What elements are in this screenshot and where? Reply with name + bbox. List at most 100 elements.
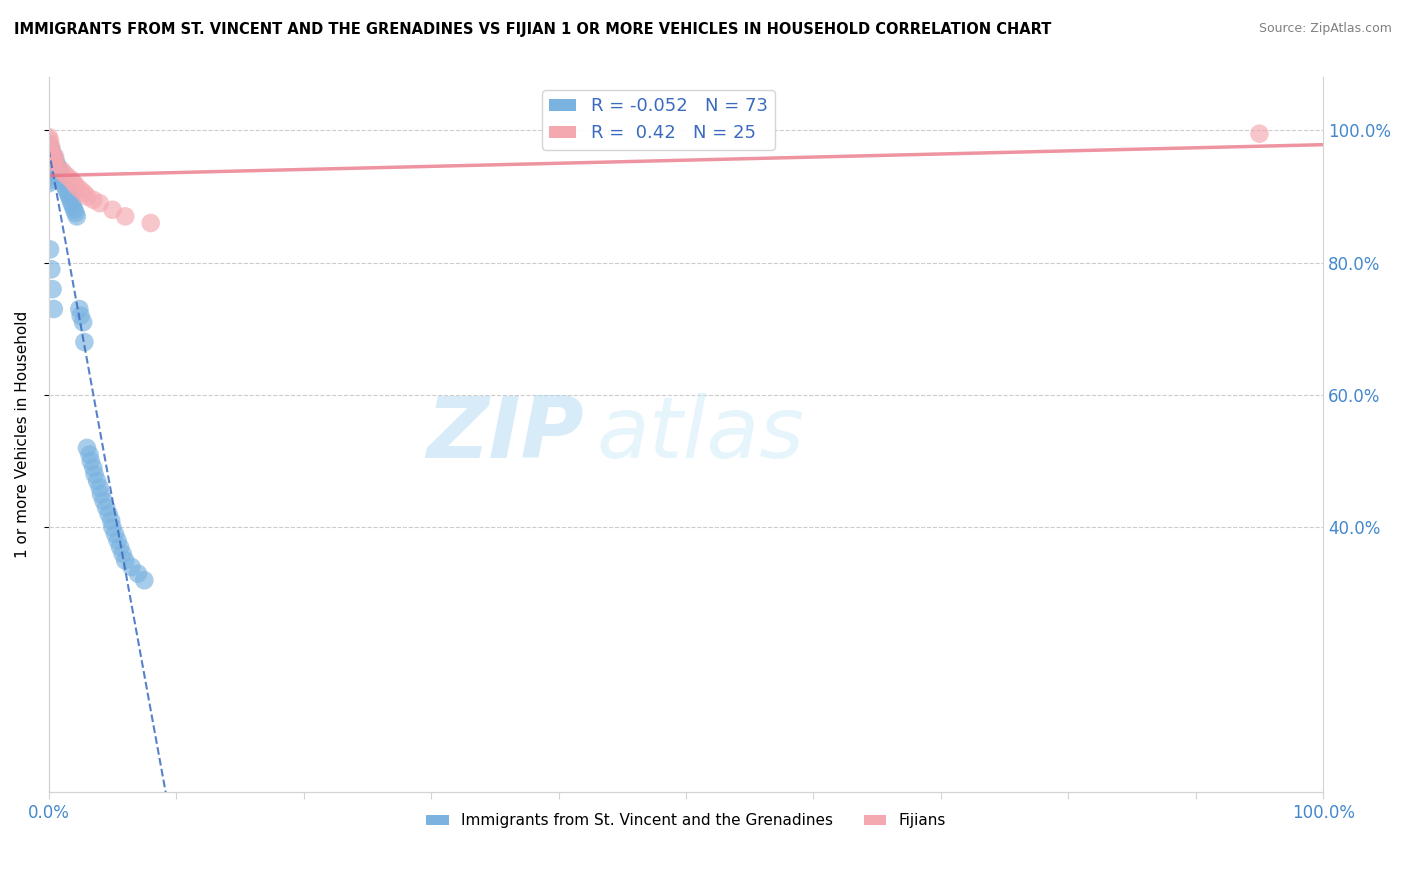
Point <box>42 153 65 168</box>
Point <box>38 163 60 178</box>
Point <box>65 206 87 220</box>
Point <box>38 160 60 174</box>
Text: atlas: atlas <box>596 393 804 476</box>
Point <box>41 153 63 168</box>
Point <box>80 454 103 468</box>
Point <box>101 202 124 217</box>
Point <box>58 189 80 203</box>
Point <box>67 301 90 316</box>
Point <box>108 540 131 554</box>
Point <box>39 140 62 154</box>
Point <box>89 196 111 211</box>
Point <box>107 533 129 548</box>
Point <box>53 179 76 194</box>
Text: IMMIGRANTS FROM ST. VINCENT AND THE GRENADINES VS FIJIAN 1 OR MORE VEHICLES IN H: IMMIGRANTS FROM ST. VINCENT AND THE GREN… <box>14 22 1052 37</box>
Point <box>41 146 63 161</box>
Point <box>39 143 62 157</box>
Point <box>60 196 83 211</box>
Point <box>53 176 76 190</box>
Point <box>86 474 108 488</box>
Point <box>114 210 136 224</box>
Point <box>39 146 62 161</box>
Point <box>44 153 66 168</box>
Text: ZIP: ZIP <box>426 393 583 476</box>
Point <box>139 216 162 230</box>
Point <box>73 186 96 201</box>
Point <box>127 566 149 581</box>
Point <box>46 160 69 174</box>
Point <box>101 520 124 534</box>
Point <box>83 467 105 482</box>
Point <box>42 150 65 164</box>
Point <box>46 166 69 180</box>
Point <box>38 136 60 151</box>
Point <box>53 166 76 180</box>
Point <box>1249 127 1271 141</box>
Point <box>121 560 143 574</box>
Point <box>94 500 117 515</box>
Point <box>100 514 122 528</box>
Point <box>82 460 104 475</box>
Point <box>76 441 98 455</box>
Point <box>49 166 72 180</box>
Point <box>39 163 62 178</box>
Point <box>69 183 91 197</box>
Y-axis label: 1 or more Vehicles in Household: 1 or more Vehicles in Household <box>15 311 30 558</box>
Point <box>39 150 62 164</box>
Point <box>38 176 60 190</box>
Point <box>52 173 75 187</box>
Point <box>73 334 96 349</box>
Point <box>42 156 65 170</box>
Point <box>42 301 65 316</box>
Point <box>82 193 104 207</box>
Text: Source: ZipAtlas.com: Source: ZipAtlas.com <box>1258 22 1392 36</box>
Point <box>38 156 60 170</box>
Point <box>72 315 94 329</box>
Point <box>63 202 86 217</box>
Point <box>51 169 73 184</box>
Point <box>38 169 60 184</box>
Point <box>44 160 66 174</box>
Point <box>45 156 67 170</box>
Point <box>39 140 62 154</box>
Point <box>39 146 62 161</box>
Point <box>76 189 98 203</box>
Point <box>56 169 79 184</box>
Point <box>39 156 62 170</box>
Point <box>38 130 60 145</box>
Point <box>89 481 111 495</box>
Point <box>39 160 62 174</box>
Point <box>66 179 89 194</box>
Point <box>41 160 63 174</box>
Legend: Immigrants from St. Vincent and the Grenadines, Fijians: Immigrants from St. Vincent and the Gren… <box>420 807 952 834</box>
Point <box>69 309 91 323</box>
Point <box>41 150 63 164</box>
Point <box>39 153 62 168</box>
Point <box>55 183 77 197</box>
Point <box>93 494 115 508</box>
Point <box>45 163 67 178</box>
Point <box>97 507 120 521</box>
Point <box>114 553 136 567</box>
Point <box>39 143 62 157</box>
Point <box>51 163 73 178</box>
Point <box>38 143 60 157</box>
Point <box>66 210 89 224</box>
Point <box>134 574 156 588</box>
Point <box>44 156 66 170</box>
Point <box>111 547 134 561</box>
Point <box>104 527 127 541</box>
Point <box>90 487 112 501</box>
Point <box>39 133 62 147</box>
Point <box>38 140 60 154</box>
Point <box>56 186 79 201</box>
Point <box>59 193 82 207</box>
Point <box>41 282 63 296</box>
Point <box>62 199 84 213</box>
Point <box>44 150 66 164</box>
Point <box>38 150 60 164</box>
Point <box>79 448 101 462</box>
Point <box>39 166 62 180</box>
Point <box>63 176 86 190</box>
Point <box>39 173 62 187</box>
